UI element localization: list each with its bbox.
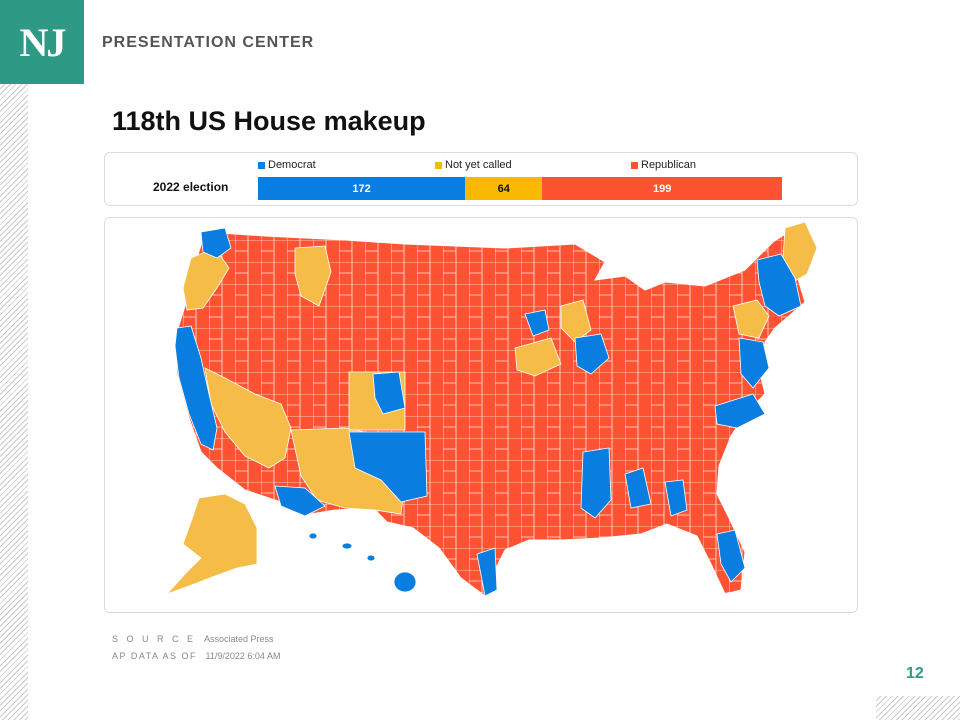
stacked-bar: 172 64 199 bbox=[258, 177, 782, 200]
legend-label-democrat: Democrat bbox=[268, 159, 316, 171]
region-not-yet-called-midwest bbox=[514, 337, 562, 377]
region-democrat-virginia bbox=[714, 393, 766, 429]
legend-item-republican: Republican bbox=[631, 159, 696, 171]
source-label: S O U R C E bbox=[112, 634, 197, 644]
bar-value-democrat: 172 bbox=[352, 182, 371, 195]
region-not-yet-called-michigan bbox=[560, 299, 592, 343]
hawaii-island-3 bbox=[366, 554, 376, 562]
hawaii-island-1 bbox=[308, 532, 318, 540]
house-makeup-chart: Democrat Not yet called Republican 2022 … bbox=[104, 152, 858, 206]
date-value: 11/9/2022 6:04 AM bbox=[205, 651, 281, 661]
region-democrat-texas-border bbox=[476, 547, 498, 597]
hawaii-island-2 bbox=[341, 542, 353, 550]
hawaii-islands bbox=[308, 532, 417, 593]
corner-hatch-decoration bbox=[876, 696, 960, 720]
region-democrat-new-mexico bbox=[348, 431, 428, 503]
bar-segment-republican: 199 bbox=[542, 177, 782, 200]
region-democrat-la bbox=[274, 485, 326, 517]
region-democrat-georgia-se bbox=[664, 479, 688, 517]
region-democrat-memphis bbox=[580, 447, 612, 519]
legend-item-democrat: Democrat bbox=[258, 159, 316, 171]
bar-value-republican: 199 bbox=[652, 182, 672, 195]
presentation-center-title: PRESENTATION CENTER bbox=[102, 34, 315, 51]
region-not-yet-called-northeast bbox=[732, 299, 770, 339]
nj-logo: NJ bbox=[0, 0, 84, 84]
region-democrat-minneapolis bbox=[524, 309, 550, 337]
region-not-yet-called-west bbox=[204, 367, 292, 469]
date-label: AP DATA AS OF bbox=[112, 651, 198, 661]
region-democrat-chicago bbox=[574, 333, 610, 375]
bar-segment-not-yet-called: 64 bbox=[465, 177, 543, 200]
legend-label-republican: Republican bbox=[641, 159, 697, 171]
legend-swatch-republican bbox=[631, 161, 638, 169]
legend-label-not-yet-called: Not yet called bbox=[445, 159, 512, 171]
bar-segment-democrat: 172 bbox=[258, 177, 466, 200]
region-democrat-seattle bbox=[200, 227, 232, 259]
left-hatch-decoration bbox=[0, 84, 28, 720]
row-label-2022-election: 2022 election bbox=[153, 180, 229, 194]
data-date-line: AP DATA AS OF 11/9/2022 6:04 AM bbox=[112, 651, 280, 661]
legend-item-not-yet-called: Not yet called bbox=[435, 159, 512, 171]
alaska-shape bbox=[166, 493, 258, 595]
legend-swatch-not-yet-called bbox=[435, 161, 442, 169]
hawaii-island-big bbox=[393, 571, 417, 593]
page-number: 12 bbox=[906, 665, 924, 682]
source-value: Associated Press bbox=[204, 634, 274, 644]
us-map-svg bbox=[166, 221, 818, 597]
legend-swatch-democrat bbox=[258, 161, 265, 169]
source-line: S O U R C E Associated Press bbox=[112, 634, 274, 644]
region-democrat-atlanta bbox=[624, 467, 652, 509]
congressional-district-map bbox=[104, 217, 858, 613]
region-not-yet-called-idaho bbox=[294, 245, 332, 307]
region-democrat-new-england bbox=[756, 253, 802, 317]
region-democrat-california-coast bbox=[174, 325, 218, 451]
region-democrat-mid-atlantic bbox=[738, 337, 770, 389]
region-democrat-florida bbox=[716, 529, 746, 583]
slide-title: 118th US House makeup bbox=[112, 106, 426, 136]
bar-value-not-yet-called: 64 bbox=[497, 182, 510, 195]
region-democrat-colorado bbox=[372, 371, 406, 415]
